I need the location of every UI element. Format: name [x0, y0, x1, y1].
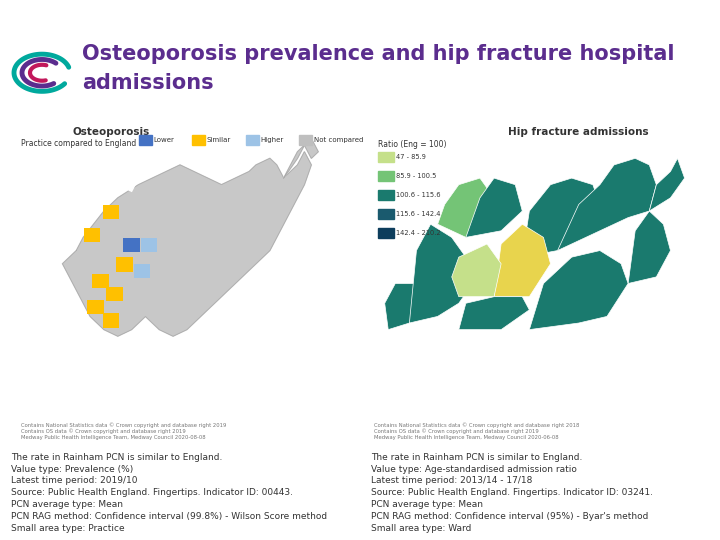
Polygon shape — [451, 244, 501, 296]
Text: The rate in Rainham PCN is similar to England.
Value type: Age-standardised admi: The rate in Rainham PCN is similar to En… — [371, 453, 653, 532]
Text: Higher: Higher — [261, 137, 284, 143]
Polygon shape — [522, 178, 600, 257]
Bar — [377, 152, 394, 161]
Bar — [192, 134, 205, 145]
Bar — [123, 238, 140, 252]
Text: Contains National Statistics data © Crown copyright and database right 2019
Cont: Contains National Statistics data © Crow… — [21, 422, 226, 440]
Text: 85.9 - 100.5: 85.9 - 100.5 — [396, 173, 436, 179]
Text: Not compared: Not compared — [314, 137, 364, 143]
Polygon shape — [284, 139, 318, 178]
Bar — [117, 258, 133, 272]
Text: Practice compared to England: Practice compared to England — [21, 139, 136, 147]
Bar — [102, 313, 120, 328]
Polygon shape — [628, 211, 670, 284]
Bar — [300, 134, 312, 145]
Text: 115.6 - 142.4: 115.6 - 142.4 — [396, 211, 441, 217]
Text: Hip fracture admissions: Hip fracture admissions — [508, 127, 649, 137]
Polygon shape — [111, 158, 138, 191]
Text: 142.4 - 210.2: 142.4 - 210.2 — [396, 230, 441, 236]
Bar — [377, 190, 394, 200]
Polygon shape — [494, 224, 551, 296]
Text: 100.6 - 115.6: 100.6 - 115.6 — [396, 192, 441, 198]
Bar — [138, 134, 152, 145]
Text: Similar: Similar — [207, 137, 231, 143]
Polygon shape — [438, 178, 494, 238]
Bar — [377, 171, 394, 181]
Bar — [106, 287, 122, 301]
Bar — [140, 238, 157, 252]
Polygon shape — [649, 158, 685, 211]
Bar — [87, 300, 104, 314]
Text: Ratio (Eng = 100): Ratio (Eng = 100) — [377, 140, 446, 149]
Bar — [102, 205, 120, 219]
Bar — [377, 228, 394, 238]
Polygon shape — [459, 296, 529, 329]
Text: 47 - 85.9: 47 - 85.9 — [396, 154, 426, 160]
Text: Osteoporosis: Osteoporosis — [72, 127, 150, 137]
Polygon shape — [557, 158, 657, 251]
Bar — [134, 264, 150, 278]
Text: 43: 43 — [11, 9, 28, 22]
Polygon shape — [466, 178, 522, 238]
Text: Lower: Lower — [153, 137, 174, 143]
Text: admissions: admissions — [82, 73, 214, 93]
Bar — [246, 134, 258, 145]
Polygon shape — [63, 152, 311, 336]
Bar — [84, 228, 100, 242]
Bar — [92, 274, 109, 288]
Bar — [377, 209, 394, 219]
Polygon shape — [529, 251, 628, 329]
Polygon shape — [384, 284, 423, 329]
Text: The rate in Rainham PCN is similar to England.
Value type: Prevalence (%)
Latest: The rate in Rainham PCN is similar to En… — [11, 453, 327, 532]
Polygon shape — [410, 224, 473, 323]
Text: Contains National Statistics data © Crown copyright and database right 2018
Cont: Contains National Statistics data © Crow… — [374, 422, 580, 440]
Text: Osteoporosis prevalence and hip fracture hospital: Osteoporosis prevalence and hip fracture… — [82, 44, 675, 64]
